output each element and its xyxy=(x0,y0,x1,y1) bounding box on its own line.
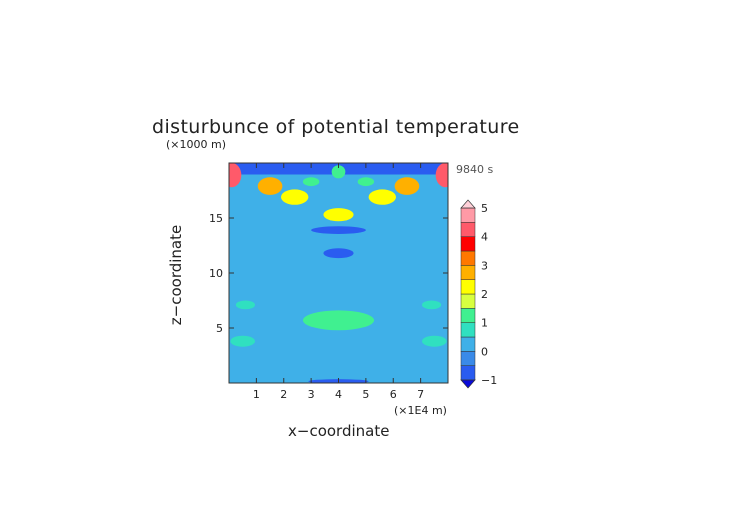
heatmap-background xyxy=(229,163,448,383)
heatmap-blob xyxy=(357,177,375,187)
heatmap-blob xyxy=(302,310,375,331)
colorbar-tick-label: 2 xyxy=(481,288,488,301)
colorbar-segment xyxy=(460,351,476,366)
x-tick-label: 4 xyxy=(335,388,342,401)
x-tick-label: 5 xyxy=(362,388,369,401)
chart-title: disturbunce of potential temperature xyxy=(152,116,520,138)
heatmap-blob xyxy=(257,177,283,195)
x-tick-label: 1 xyxy=(253,388,260,401)
heatmap-blob xyxy=(368,189,396,205)
heatmap-blob xyxy=(331,165,346,179)
colorbar-segment xyxy=(460,279,476,295)
x-unit-label: (×1E4 m) xyxy=(394,404,447,417)
colorbar-tick-label: 4 xyxy=(481,231,488,244)
z-unit-label: (×1000 m) xyxy=(166,138,227,151)
colorbar-top-triangle xyxy=(460,199,476,209)
colorbar-tick-label: 1 xyxy=(481,317,488,330)
colorbar-tick-label: 0 xyxy=(481,345,488,358)
colorbar-segment xyxy=(460,336,476,352)
colorbar-segment xyxy=(460,293,476,309)
heatmap-blob xyxy=(235,300,256,310)
colorbar: 5 4 3 2 1 0 −1 xyxy=(460,199,497,389)
colorbar-tick-label: 3 xyxy=(481,259,488,272)
colorbar-tick-label: −1 xyxy=(481,374,497,387)
heatmap-blob xyxy=(323,248,354,259)
y-tick-label: 15 xyxy=(209,212,223,225)
heatmap-blob xyxy=(323,208,354,222)
colorbar-segment xyxy=(460,265,476,280)
colorbar-segment xyxy=(460,322,476,338)
colorbar-segment xyxy=(460,236,476,252)
x-tick-label: 3 xyxy=(308,388,315,401)
colorbar-segment xyxy=(460,250,476,266)
colorbar-segment xyxy=(460,207,476,223)
colorbar-segment xyxy=(460,222,476,237)
heatmap-blob xyxy=(229,163,242,188)
heatmap-blob xyxy=(435,163,448,188)
x-tick-label: 2 xyxy=(280,388,287,401)
heatmap-blob xyxy=(421,335,447,347)
x-tick-label: 6 xyxy=(390,388,397,401)
heatmap-blob xyxy=(302,177,320,187)
y-tick-label: 10 xyxy=(209,267,223,280)
heatmap-blob xyxy=(311,226,366,234)
heatmap-field xyxy=(229,163,448,383)
heatmap-blob xyxy=(281,189,309,205)
y-axis: 5 10 15 xyxy=(209,212,448,335)
time-label: 9840 s xyxy=(456,163,494,176)
colorbar-bottom-triangle xyxy=(460,379,476,389)
y-tick-label: 5 xyxy=(216,322,223,335)
heatmap-blob xyxy=(230,335,256,347)
colorbar-segment xyxy=(460,365,476,381)
x-axis: 1 2 3 4 5 6 7 xyxy=(253,163,424,401)
colorbar-tick-label: 5 xyxy=(481,202,488,215)
heatmap-blob xyxy=(394,177,420,195)
x-axis-label: x−coordinate xyxy=(288,422,390,440)
colorbar-segment xyxy=(460,308,476,323)
x-tick-label: 7 xyxy=(417,388,424,401)
heatmap-blob xyxy=(421,300,442,310)
